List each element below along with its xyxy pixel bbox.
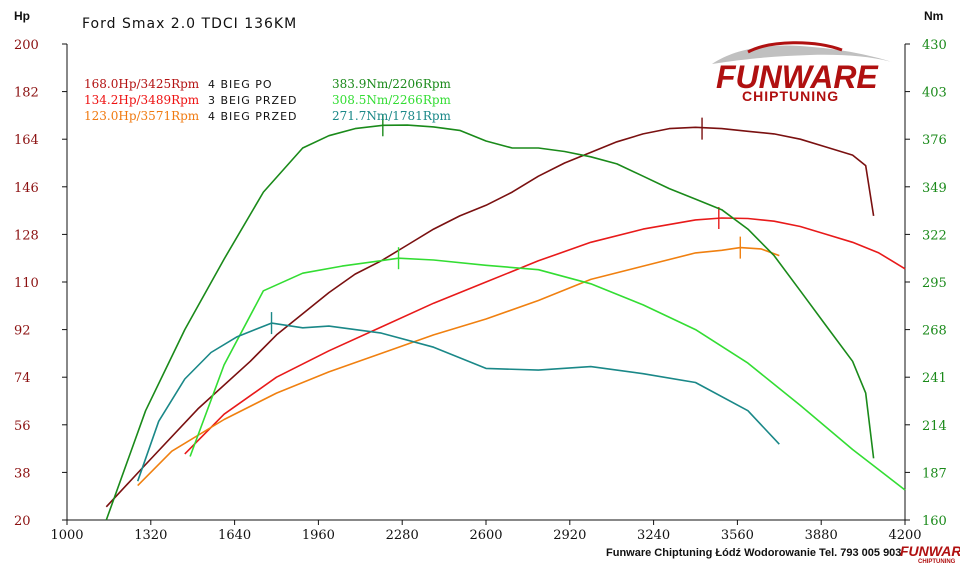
left-tick-label: 128 (14, 228, 39, 243)
right-tick-label: 241 (922, 371, 947, 386)
series-line-0 (105, 126, 875, 508)
legend-value: 168.0Hp/3425Rpm (84, 77, 200, 91)
left-tick-label: 92 (14, 324, 31, 339)
chart-title: Ford Smax 2.0 TDCI 136KM (82, 16, 297, 32)
brand-logo: FUNWARE CHIPTUNING (712, 41, 892, 104)
x-tick-label: 3560 (721, 528, 754, 543)
x-tick-label: 1320 (134, 528, 167, 543)
right-axis-unit: Nm (924, 9, 943, 23)
footer-text: Funware Chiptuning Łódź Wodorowanie Tel.… (606, 547, 901, 559)
x-tick-label: 3880 (805, 528, 838, 543)
legend-value: 123.0Hp/3571Rpm (84, 109, 200, 123)
x-tick-label: 2920 (553, 528, 586, 543)
legend-label: 4 BIEG PRZED (208, 110, 298, 123)
left-tick-label: 164 (14, 133, 39, 148)
footer-brand-tagline: CHIPTUNING (918, 559, 956, 565)
legend-value: 383.9Nm/2206Rpm (332, 77, 452, 91)
right-tick-label: 295 (922, 276, 947, 291)
legend: 168.0Hp/3425Rpm 4 BIEG PO 134.2Hp/3489Rpm 3… (84, 77, 452, 123)
legend-label: 3 BEIG PRZED (208, 94, 298, 107)
legend-value: 308.5Nm/2266Rpm (332, 93, 452, 107)
plot-area: 200 182 164 146 128 110 92 74 56 38 20 430 403 376 349… (14, 38, 947, 543)
left-tick-label: 110 (14, 276, 39, 291)
left-tick-label: 38 (14, 466, 31, 481)
x-tick-label: 1640 (218, 528, 251, 543)
left-tick-label: 182 (14, 86, 39, 101)
brand-tagline: CHIPTUNING (742, 88, 839, 104)
left-tick-label: 20 (14, 514, 31, 529)
footer-logo: FUNWARE CHIPTUNING (900, 543, 960, 565)
right-tick-label: 160 (922, 514, 947, 529)
series-line-4 (189, 257, 906, 491)
right-tick-label: 430 (922, 38, 947, 53)
right-tick-label: 268 (922, 324, 947, 339)
right-tick-label: 376 (922, 133, 947, 148)
legend-value: 271.7Nm/1781Rpm (332, 109, 452, 123)
brand-name: FUNWARE (716, 59, 879, 95)
series-line-1 (184, 217, 906, 455)
x-tick-label: 1000 (50, 528, 83, 543)
x-tick-label: 2600 (469, 528, 502, 543)
left-axis-unit: Hp (14, 9, 30, 23)
right-tick-label: 214 (922, 419, 947, 434)
car-roof-icon (747, 41, 843, 54)
legend-value: 134.2Hp/3489Rpm (84, 93, 200, 107)
series-line-3 (105, 124, 875, 521)
x-tick-label: 3240 (637, 528, 670, 543)
left-tick-label: 200 (14, 38, 39, 53)
footer-brand-name: FUNWARE (900, 543, 960, 559)
series-line-2 (137, 246, 780, 487)
left-tick-label: 146 (14, 181, 39, 196)
right-tick-label: 403 (922, 86, 947, 101)
left-tick-label: 56 (14, 419, 31, 434)
left-tick-label: 74 (14, 371, 31, 386)
right-tick-label: 349 (922, 181, 947, 196)
legend-label: 4 BIEG PO (208, 78, 273, 91)
series-line-5 (136, 322, 780, 482)
right-tick-label: 322 (922, 228, 947, 243)
right-tick-label: 187 (922, 466, 947, 481)
car-silhouette-icon (712, 45, 892, 64)
x-tick-label: 4200 (888, 528, 921, 543)
x-tick-label: 2280 (386, 528, 419, 543)
x-tick-label: 1960 (302, 528, 335, 543)
